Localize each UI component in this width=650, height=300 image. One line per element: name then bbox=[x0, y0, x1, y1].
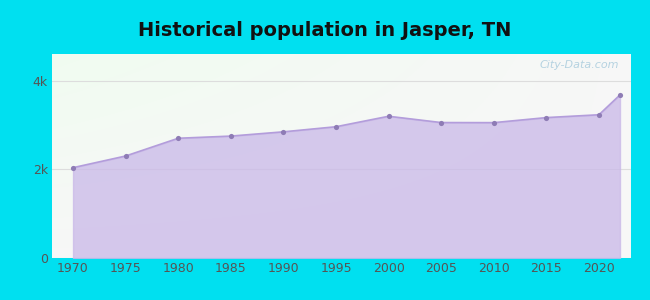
Point bbox=[331, 124, 341, 129]
Point bbox=[593, 112, 604, 117]
Text: City-Data.com: City-Data.com bbox=[540, 60, 619, 70]
Text: Historical population in Jasper, TN: Historical population in Jasper, TN bbox=[138, 21, 512, 40]
Point bbox=[68, 165, 78, 170]
Point bbox=[226, 134, 236, 139]
Point bbox=[436, 120, 447, 125]
Point bbox=[384, 114, 394, 119]
Point bbox=[120, 154, 131, 158]
Point bbox=[489, 120, 499, 125]
Point bbox=[615, 92, 625, 97]
Point bbox=[278, 129, 289, 134]
Point bbox=[173, 136, 183, 141]
Point bbox=[541, 115, 552, 120]
